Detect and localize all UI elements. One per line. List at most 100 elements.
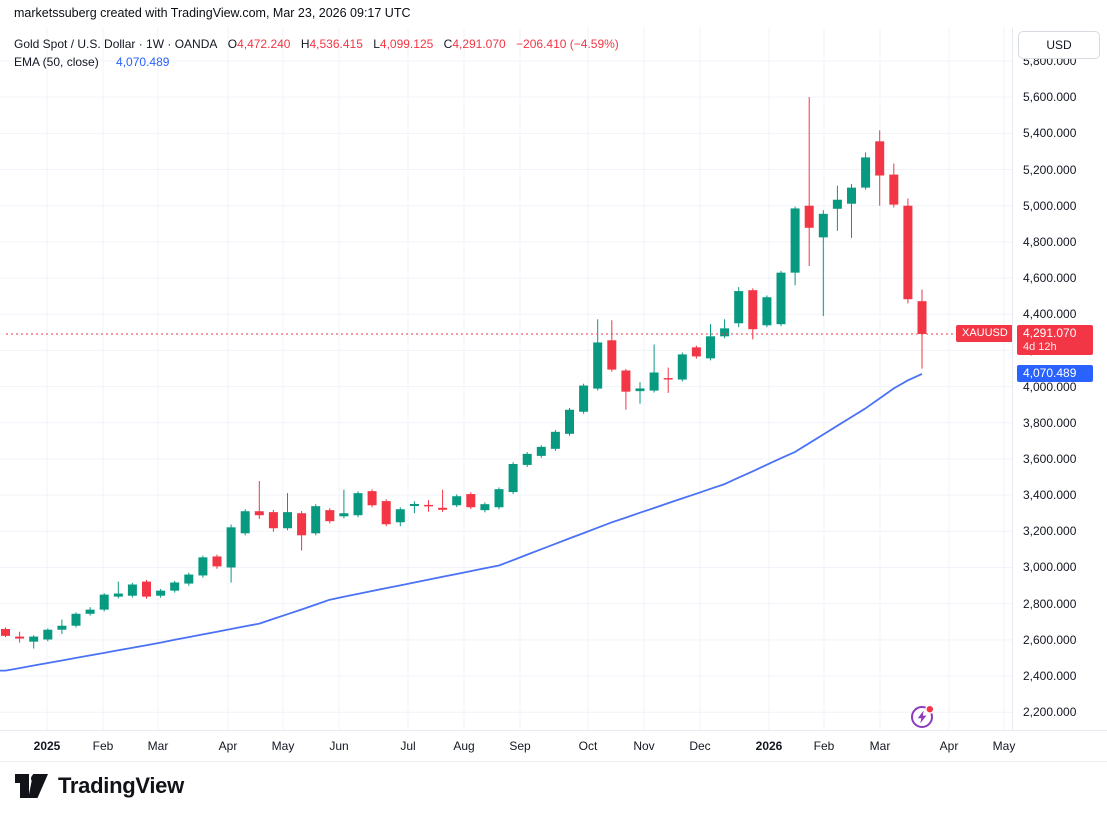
candle-body (720, 328, 730, 337)
price-axis-label: 5,600.000 (1023, 90, 1077, 105)
ohlc-close-label: C (443, 37, 453, 51)
candle-body (113, 593, 123, 597)
price-axis-label: 5,200.000 (1023, 162, 1077, 177)
candle-body (71, 613, 81, 626)
candle-body (748, 290, 758, 330)
footer-branding: TradingView (14, 771, 184, 801)
tradingview-wordmark: TradingView (58, 773, 184, 798)
candle-body (734, 291, 744, 324)
price-axis-label: 3,600.000 (1023, 451, 1077, 466)
ohlc-low-label: L (373, 37, 380, 51)
candle-body (466, 494, 476, 508)
price-axis-label: 4,800.000 (1023, 234, 1077, 249)
candle-body (565, 409, 574, 434)
events-icon-circle (911, 706, 933, 728)
candle-body (649, 372, 659, 391)
candle-body (861, 157, 871, 188)
candle-body (790, 208, 800, 273)
candle-body (297, 513, 307, 536)
price-axis-label: 5,400.000 (1023, 126, 1077, 141)
time-axis-label[interactable]: Mar (869, 739, 891, 753)
chart-pane[interactable]: Gold Spot / U.S. Dollar · 1W · OANDA O4,… (0, 28, 1014, 731)
candle-body (170, 582, 180, 591)
candle-body (550, 431, 560, 449)
candle-body (494, 489, 504, 508)
ohlc-high-value: 4,536.415 (309, 37, 363, 51)
time-axis-label[interactable]: 2026 (755, 739, 783, 753)
events-icon-bolt (917, 710, 927, 724)
candlestick-chart-canvas[interactable] (0, 28, 1012, 730)
ohlc-low-value: 4,099.125 (379, 37, 434, 51)
candle-body (268, 512, 278, 529)
candle-body (395, 509, 405, 523)
time-axis-label[interactable]: Feb (813, 739, 835, 753)
price-axis[interactable]: USD 4,291.070 4d 12h 4,070.489 5,800.000… (1012, 28, 1107, 730)
time-axis-label[interactable]: May (992, 739, 1016, 753)
candle-body (832, 199, 842, 209)
time-axis-label[interactable]: Apr (218, 739, 238, 753)
ema-legend-row[interactable]: EMA (50, close) 4,070.489 (14, 53, 619, 71)
time-axis-label[interactable]: Aug (453, 739, 475, 753)
candle-body (85, 609, 95, 614)
candle-body (438, 507, 448, 510)
attribution-bar: marketssuberg created with TradingView.c… (0, 0, 1107, 28)
symbol-price-flag: XAUUSD (956, 325, 1014, 343)
candle-body (198, 557, 208, 576)
candle-body (99, 594, 109, 610)
bar-countdown: 4d 12h (1023, 340, 1057, 353)
candle-body (480, 504, 490, 511)
symbol-legend-row[interactable]: Gold Spot / U.S. Dollar · 1W · OANDA O4,… (14, 35, 619, 53)
ema-line (0, 373, 923, 672)
time-axis-label[interactable]: May (271, 739, 295, 753)
candle-body (339, 513, 349, 517)
candle-body (903, 205, 913, 300)
price-axis-label: 3,400.000 (1023, 488, 1077, 503)
price-axis-label: 4,400.000 (1023, 307, 1077, 322)
price-axis-label: 3,000.000 (1023, 560, 1077, 575)
candle-body (691, 347, 701, 357)
candle-body (536, 446, 546, 456)
change-value: −206.410 (−4.59%) (516, 37, 619, 51)
candle-body (184, 574, 194, 584)
time-axis-label[interactable]: Apr (939, 739, 959, 753)
candle-body (1, 628, 10, 636)
time-axis-label[interactable]: 2025 (33, 739, 61, 753)
candle-body (804, 205, 814, 228)
time-axis-label[interactable]: Feb (92, 739, 114, 753)
candle-body (29, 636, 39, 642)
price-axis-label: 2,400.000 (1023, 669, 1077, 684)
candle-body (452, 496, 462, 506)
candle-body (508, 464, 518, 493)
ohlc-high-label: H (300, 37, 310, 51)
time-axis-label[interactable]: Nov (633, 739, 655, 753)
events-icon-notification-dot (926, 706, 933, 713)
time-axis-label[interactable]: Jun (329, 739, 349, 753)
candle-body (156, 590, 166, 596)
candle-body (212, 556, 222, 567)
currency-usd-button[interactable]: USD (1018, 31, 1100, 59)
time-axis-label[interactable]: Dec (689, 739, 711, 753)
price-axis-label: 2,200.000 (1023, 705, 1077, 720)
candle-body (127, 584, 137, 596)
time-axis[interactable]: 2025 Feb Mar Apr May Jun Jul Aug Sep Oct Nov Dec 202… (0, 730, 1107, 762)
ohlc-open-value: 4,472.240 (237, 37, 291, 51)
candle-body (762, 297, 772, 326)
attribution-text: marketssuberg created with TradingView.c… (14, 6, 411, 20)
symbol-title[interactable]: Gold Spot / U.S. Dollar · 1W · OANDA (14, 37, 218, 51)
candle-body (776, 272, 786, 325)
price-axis-label: 4,000.000 (1023, 379, 1077, 394)
ema-indicator-label[interactable]: EMA (50, close) (14, 55, 99, 69)
time-axis-label[interactable]: Jul (400, 739, 416, 753)
candle-body (409, 503, 419, 506)
candle-body (240, 511, 250, 534)
time-axis-label[interactable]: Oct (578, 739, 598, 753)
ema-indicator-value: 4,070.489 (116, 55, 170, 69)
time-axis-label[interactable]: Mar (147, 739, 169, 753)
candle-body (367, 491, 377, 506)
candle-body (677, 354, 687, 380)
time-axis-label[interactable]: Sep (509, 739, 531, 753)
price-axis-label: 5,000.000 (1023, 198, 1077, 213)
events-lightning-icon[interactable] (908, 702, 937, 731)
candle-body (311, 506, 321, 534)
candle-body (15, 636, 25, 639)
